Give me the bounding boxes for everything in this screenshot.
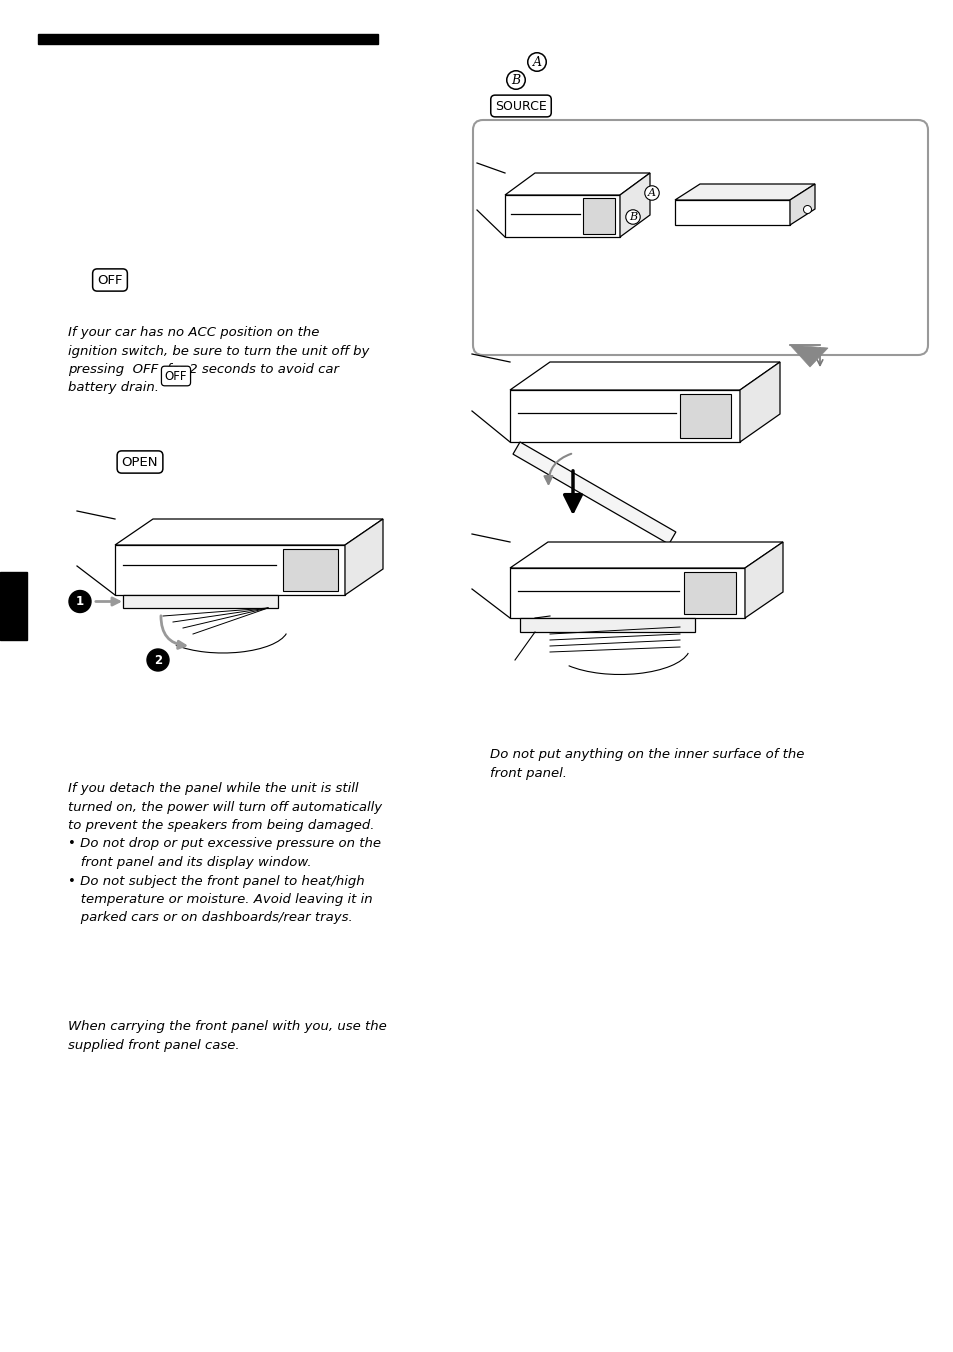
Polygon shape — [115, 545, 345, 595]
Polygon shape — [789, 184, 814, 224]
Bar — [0, 572, 27, 639]
Circle shape — [69, 591, 91, 612]
Polygon shape — [510, 542, 782, 568]
Polygon shape — [510, 568, 744, 618]
Polygon shape — [510, 362, 780, 389]
Polygon shape — [619, 173, 649, 237]
Polygon shape — [744, 542, 782, 618]
Polygon shape — [115, 519, 382, 545]
Polygon shape — [345, 519, 382, 595]
FancyBboxPatch shape — [473, 120, 927, 356]
Polygon shape — [510, 389, 740, 442]
Text: B: B — [628, 212, 637, 222]
Text: If your car has no ACC position on the
ignition switch, be sure to turn the unit: If your car has no ACC position on the i… — [68, 326, 369, 395]
Bar — [283, 549, 337, 591]
Text: OFF: OFF — [97, 273, 123, 287]
Polygon shape — [675, 200, 789, 224]
Bar — [519, 618, 695, 631]
Polygon shape — [504, 195, 619, 237]
Text: 1: 1 — [76, 595, 84, 608]
Circle shape — [802, 206, 811, 214]
Bar — [582, 197, 615, 234]
Text: B: B — [511, 73, 520, 87]
Bar — [123, 595, 277, 608]
Polygon shape — [504, 173, 649, 195]
Polygon shape — [513, 442, 675, 544]
Bar — [679, 393, 730, 438]
Bar — [683, 572, 735, 614]
Text: 2: 2 — [153, 653, 162, 667]
Text: A: A — [532, 55, 541, 69]
Text: A: A — [647, 188, 656, 197]
Polygon shape — [789, 345, 827, 366]
Text: When carrying the front panel with you, use the
supplied front panel case.: When carrying the front panel with you, … — [68, 1019, 386, 1052]
Circle shape — [147, 649, 169, 671]
Polygon shape — [740, 362, 780, 442]
Text: OPEN: OPEN — [122, 456, 158, 469]
Text: OFF: OFF — [165, 369, 187, 383]
Text: SOURCE: SOURCE — [495, 100, 546, 112]
Polygon shape — [675, 184, 814, 200]
Text: If you detach the panel while the unit is still
turned on, the power will turn o: If you detach the panel while the unit i… — [68, 781, 382, 925]
Text: Do not put anything on the inner surface of the
front panel.: Do not put anything on the inner surface… — [490, 748, 803, 780]
Bar — [38, 34, 377, 45]
